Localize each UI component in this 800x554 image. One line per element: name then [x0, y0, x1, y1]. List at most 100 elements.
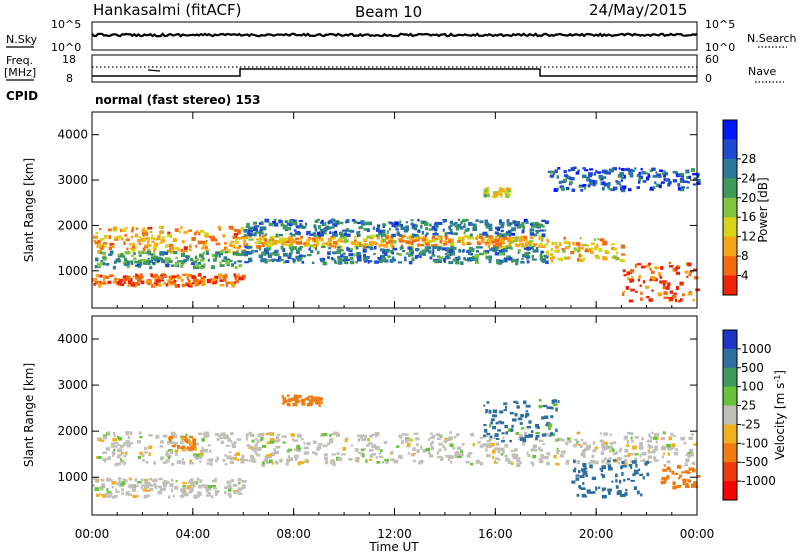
velocity-colorbar-tick-label: -25 — [741, 417, 761, 431]
velocity-echo-cell — [276, 433, 281, 436]
power-echo-cell — [663, 170, 666, 173]
power-echo-cell — [432, 251, 435, 255]
power-echo-cell — [458, 248, 461, 253]
power-echo-cell — [652, 174, 658, 178]
power-echo-cell — [196, 230, 199, 234]
power-echo-cells — [92, 166, 701, 303]
power-echo-cell — [295, 237, 299, 241]
velocity-echo-cell — [94, 480, 99, 483]
power-echo-cell — [321, 237, 324, 242]
velocity-echo-cell — [112, 453, 115, 457]
velocity-echo-cell — [661, 446, 667, 451]
power-echo-cell — [332, 251, 337, 255]
velocity-echo-cell — [181, 458, 184, 461]
velocity-echo-cell — [456, 433, 460, 437]
power-echo-cell — [127, 284, 130, 288]
velocity-echo-cell — [599, 432, 602, 435]
power-echo-cell — [577, 247, 581, 251]
velocity-echo-cell — [183, 491, 186, 494]
power-echo-cell — [173, 279, 177, 283]
velocity-echo-cell — [557, 437, 562, 441]
power-echo-cell — [577, 257, 580, 262]
power-echo-cell — [192, 265, 197, 270]
power-echo-cell — [315, 247, 317, 251]
power-echo-cell — [161, 236, 165, 239]
velocity-echo-cells — [92, 394, 701, 500]
velocity-echo-cell — [675, 448, 679, 451]
velocity-echo-cell — [224, 490, 227, 495]
power-echo-cell — [194, 255, 198, 260]
power-echo-cell — [530, 224, 535, 228]
power-echo-cell — [136, 264, 141, 267]
velocity-echo-cell — [257, 447, 262, 451]
power-echo-cell — [445, 236, 448, 241]
velocity-echo-cell — [102, 434, 107, 438]
velocity-echo-cell — [689, 453, 694, 457]
velocity-echo-cell — [525, 413, 530, 417]
power-echo-cell — [101, 261, 106, 266]
velocity-echo-cell — [93, 477, 98, 480]
power-echo-cell — [320, 259, 325, 263]
velocity-echo-cell — [612, 452, 617, 456]
velocity-echo-cell — [435, 433, 440, 437]
velocity-echo-cell — [472, 443, 476, 447]
power-echo-cell — [523, 218, 528, 223]
power-echo-cell — [320, 245, 326, 248]
freq-tick-top: 18 — [62, 53, 76, 66]
velocity-echo-cell — [452, 447, 456, 450]
velocity-echo-cell — [354, 448, 359, 451]
velocity-echo-cell — [410, 438, 413, 442]
power-echo-cell — [123, 281, 127, 284]
power-echo-cell — [384, 249, 390, 253]
velocity-echo-cell — [627, 478, 631, 481]
velocity-echo-cell — [116, 455, 121, 459]
power-echo-cell — [214, 275, 219, 280]
velocity-echo-cell — [417, 461, 422, 465]
power-echo-cell — [529, 230, 533, 233]
power-echo-cell — [309, 233, 315, 236]
power-echo-cell — [117, 253, 123, 257]
velocity-echo-cell — [449, 460, 453, 464]
velocity-echo-cell — [227, 437, 231, 442]
velocity-echo-cell — [194, 455, 199, 459]
power-echo-cell — [266, 241, 271, 246]
power-echo-cell — [449, 228, 453, 232]
velocity-echo-cell — [509, 440, 512, 443]
velocity-echo-cell — [186, 446, 189, 449]
power-echo-cell — [328, 250, 332, 253]
velocity-echo-cell — [303, 442, 306, 445]
velocity-echo-cell — [410, 453, 415, 457]
power-echo-cell — [415, 224, 418, 228]
power-echo-cell — [408, 253, 411, 257]
velocity-echo-cell — [167, 441, 172, 445]
power-colorbar-tick-label: 20 — [741, 191, 756, 205]
power-echo-cell — [466, 242, 472, 245]
power-echo-cell — [434, 259, 439, 264]
velocity-echo-cell — [306, 402, 310, 407]
power-echo-cell — [550, 248, 553, 252]
power-echo-cell — [150, 237, 156, 240]
power-echo-cell — [289, 241, 294, 244]
power-echo-cell — [672, 170, 678, 174]
power-echo-cell — [126, 265, 131, 269]
velocity-echo-cell — [277, 438, 281, 442]
velocity-echo-cell — [639, 442, 643, 446]
power-echo-cell — [452, 246, 457, 250]
power-echo-cell — [105, 275, 110, 279]
velocity-echo-cell — [650, 445, 653, 448]
power-echo-cell — [659, 276, 663, 279]
power-echo-cell — [558, 180, 562, 184]
power-echo-cell — [414, 237, 420, 242]
power-echo-cell — [494, 192, 499, 196]
power-echo-cell — [657, 292, 663, 297]
velocity-echo-cell — [92, 484, 95, 487]
velocity-echo-cell — [148, 477, 153, 481]
power-echo-cell — [295, 225, 301, 229]
power-echo-cell — [515, 243, 521, 247]
velocity-echo-cell — [304, 451, 309, 455]
power-echo-cell — [563, 174, 569, 177]
power-echo-cell — [409, 236, 415, 240]
power-echo-cell — [156, 236, 161, 240]
power-echo-cell — [645, 264, 650, 268]
velocity-echo-cell — [287, 448, 293, 452]
